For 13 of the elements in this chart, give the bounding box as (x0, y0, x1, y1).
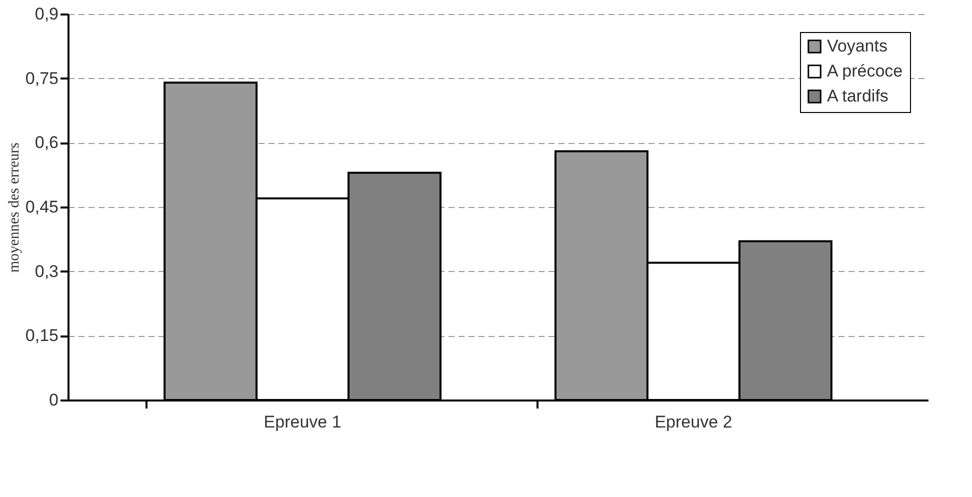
legend-label: Voyants (827, 36, 888, 56)
y-tick-label: 0,45 (25, 198, 58, 216)
y-tick-label: 0,75 (25, 68, 58, 88)
legend-label: A précoce (827, 62, 903, 80)
y-tick-label: 0,9 (34, 4, 58, 24)
y-tick-label: 0 (49, 390, 58, 410)
y-tick-label: 0,15 (25, 326, 58, 346)
x-tick-label: Epreuve 1 (264, 412, 342, 432)
y-axis-title: moyennes des erreurs (6, 142, 22, 272)
legend-label: A tardifs (827, 86, 888, 106)
y-tick-label: 0,3 (34, 262, 58, 281)
x-tick-label: Epreuve 2 (654, 412, 732, 432)
y-tick-label: 0,6 (34, 133, 58, 152)
